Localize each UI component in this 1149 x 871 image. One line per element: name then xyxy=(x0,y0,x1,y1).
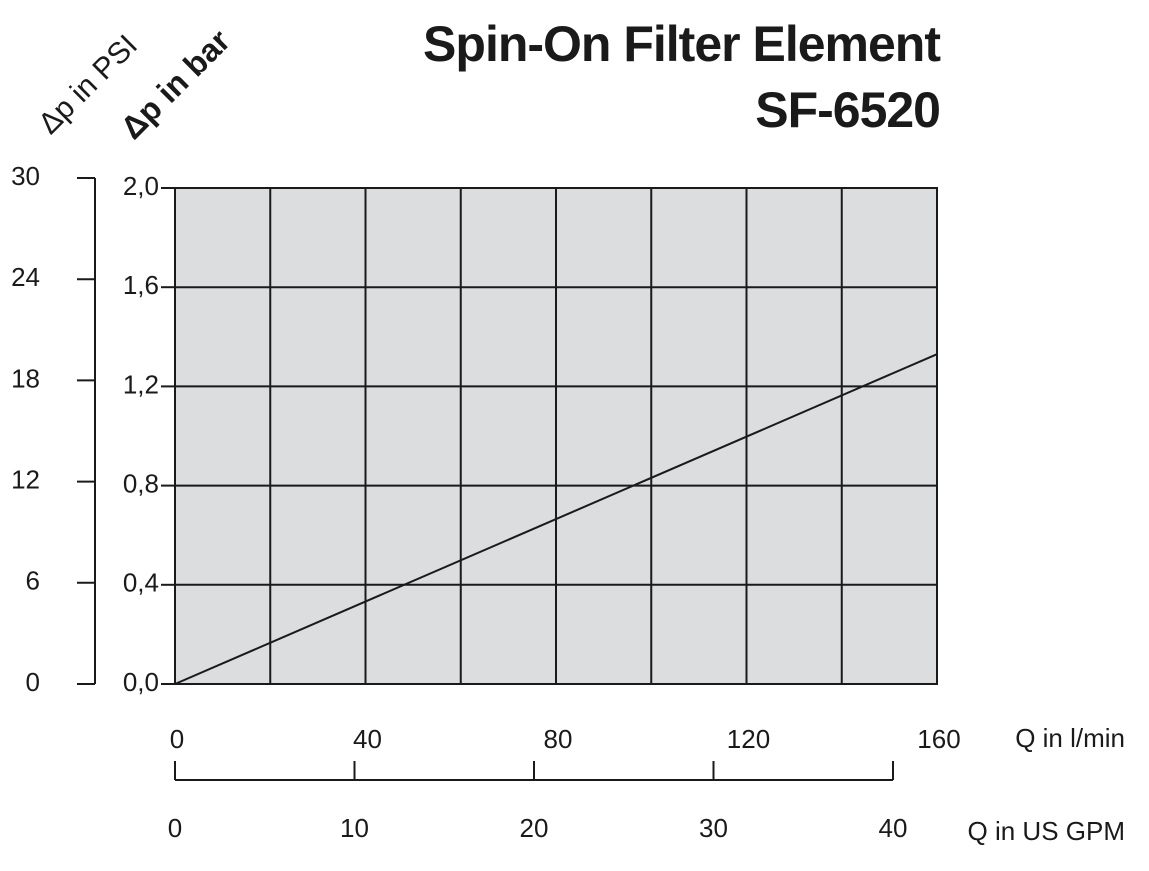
x2-tick-label: 10 xyxy=(340,813,369,843)
x-tick-label: 40 xyxy=(353,724,382,754)
y2-tick-label: 18 xyxy=(11,363,40,393)
y-tick-label: 2,0 xyxy=(123,171,159,201)
y-tick-label: 0,4 xyxy=(123,568,159,598)
plot-border xyxy=(174,187,938,685)
y-tick-label: 1,6 xyxy=(123,270,159,300)
y-tick-label: 0,0 xyxy=(123,667,159,697)
y2-tick-label: 12 xyxy=(11,464,40,494)
x2-tick-label: 20 xyxy=(520,813,549,843)
x2-tick-label: 0 xyxy=(168,813,182,843)
x2-axis-label: Q in US GPM xyxy=(968,816,1125,846)
x-tick-label: 120 xyxy=(727,724,770,754)
x-tick-label: 0 xyxy=(170,724,184,754)
y-tick-label: 1,2 xyxy=(123,369,159,399)
x-axis-label: Q in l/min xyxy=(1015,723,1125,753)
data-line xyxy=(174,353,938,685)
y2-tick-label: 24 xyxy=(11,262,40,292)
chart-subtitle: SF-6520 xyxy=(755,82,940,138)
y2-tick-label: 6 xyxy=(26,566,40,596)
chart-title: Spin-On Filter Element xyxy=(423,16,941,72)
y-tick-label: 0,8 xyxy=(123,468,159,498)
y2-tick-label: 0 xyxy=(26,667,40,697)
y2-tick-label: 30 xyxy=(11,161,40,191)
x-tick-label: 160 xyxy=(917,724,960,754)
x2-tick-label: 40 xyxy=(879,813,908,843)
x2-tick-label: 30 xyxy=(699,813,728,843)
x-tick-label: 80 xyxy=(544,724,573,754)
